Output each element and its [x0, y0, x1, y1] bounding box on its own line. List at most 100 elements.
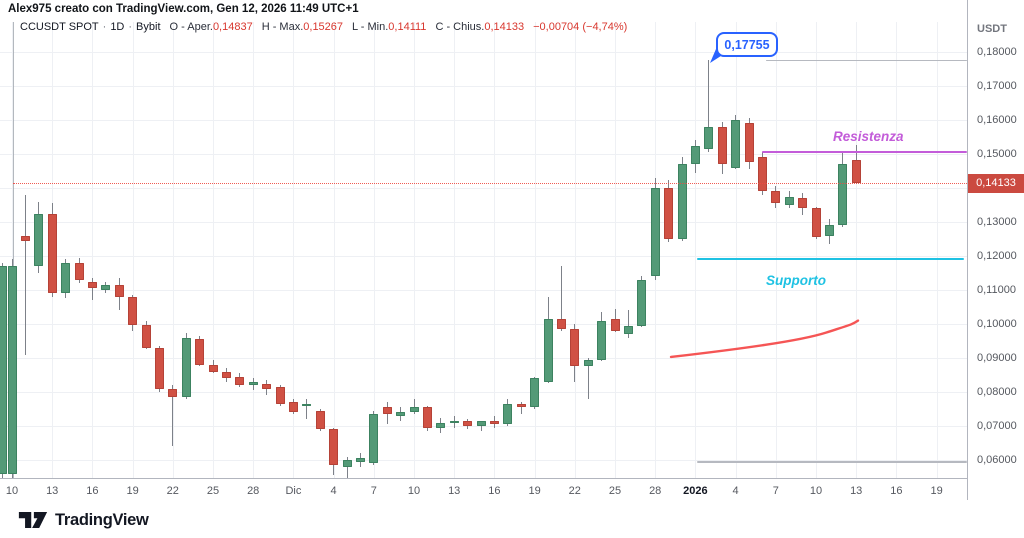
time-axis-tick: 10 — [407, 485, 421, 497]
price-axis-tick: 0,10000 — [977, 318, 1017, 330]
candle-wick — [520, 402, 522, 415]
ohlc-value: 0,14837 — [212, 21, 253, 33]
candle-up — [623, 325, 633, 335]
time-axis-tick: 4 — [732, 485, 739, 497]
candle-down — [221, 371, 231, 379]
vertical-gridline — [213, 22, 214, 478]
time-axis-tick: 25 — [206, 485, 220, 497]
price-callout[interactable]: 0,17755 — [716, 32, 778, 57]
tradingview-logo[interactable]: TradingView — [18, 508, 149, 532]
vertical-gridline — [132, 22, 134, 478]
horizontal-gridline — [0, 324, 967, 325]
candle-up — [342, 460, 352, 467]
candle-wick — [480, 420, 482, 432]
time-axis-tick: 7 — [772, 485, 779, 497]
candle-wick — [708, 60, 710, 153]
resistance-label[interactable]: Resistenza — [833, 129, 904, 145]
candle-wick — [587, 358, 589, 399]
candle-down — [422, 407, 432, 428]
candle-up — [369, 414, 379, 464]
price-axis-currency: USDT — [977, 23, 1007, 35]
time-axis-tick: 19 — [528, 485, 541, 497]
vertical-gridline — [775, 22, 777, 478]
price-axis[interactable]: USDT 0,14133 0,18000 0,17000 0,16000 0,1500… — [967, 0, 1024, 500]
symbol-name[interactable]: CCUSDT SPOT — [20, 21, 99, 33]
candle-down — [154, 347, 164, 389]
time-axis[interactable]: 10 13 16 19 22 25 28 Dic 4 7 10 13 16 19 22 25 28 2026 4 7 1… — [0, 478, 1024, 503]
candle-up — [650, 188, 660, 277]
price-axis-tick: 0,07000 — [977, 420, 1017, 432]
vertical-gridline — [494, 22, 496, 478]
separator-dot: · — [102, 21, 107, 33]
vertical-gridline — [454, 22, 456, 478]
vertical-gridline — [856, 22, 858, 478]
candle-down — [757, 157, 767, 192]
time-axis-tick: 2026 — [683, 485, 708, 497]
candle-up — [34, 213, 44, 267]
time-axis-tick: 28 — [247, 485, 260, 497]
candle-down — [329, 429, 339, 466]
price-axis-tick: 0,06000 — [977, 454, 1017, 466]
time-axis-tick: 10 — [809, 485, 823, 497]
gray-level-line-bottom[interactable] — [697, 461, 967, 464]
time-axis-tick: 13 — [46, 485, 59, 497]
ohlc-label: L - Min. — [352, 21, 389, 33]
candle-down — [717, 126, 727, 165]
change-value: −0,00704 (−4,74%) — [533, 21, 628, 33]
candle-up — [731, 120, 741, 168]
gray-level-line-top[interactable] — [766, 59, 967, 61]
vertical-gridline — [253, 22, 255, 478]
candle-down — [128, 296, 138, 326]
time-axis-tick: 16 — [86, 485, 99, 497]
resistance-line[interactable] — [762, 151, 967, 154]
horizontal-gridline — [0, 460, 967, 461]
time-axis-tick: 22 — [166, 485, 179, 497]
candle-down — [516, 403, 526, 408]
candle-down — [744, 123, 754, 163]
candle-down — [114, 284, 124, 297]
candle-wick — [560, 266, 562, 331]
support-line[interactable] — [697, 258, 964, 261]
candle-up — [784, 196, 794, 205]
candle-up — [824, 225, 834, 236]
horizontal-gridline — [0, 86, 967, 87]
candle-down — [798, 198, 808, 209]
vertical-gridline — [534, 22, 536, 478]
support-label[interactable]: Supporto — [766, 273, 826, 289]
candle-up — [704, 126, 714, 149]
candle-down — [74, 262, 84, 280]
price-axis-tick: 0,08000 — [977, 386, 1017, 398]
ohlc-value: 0,14111 — [388, 21, 427, 33]
time-axis-tick: Dic — [285, 485, 302, 497]
ohlc-values: O - Aper.0,14837 H - Max.0,15267 L - Min.0… — [161, 21, 525, 33]
candle-down — [851, 159, 861, 184]
candle-down — [235, 376, 245, 386]
time-axis-tick: 13 — [850, 485, 863, 497]
candle-up — [503, 403, 513, 425]
interval-label[interactable]: 1D — [110, 21, 125, 33]
vertical-gridline — [172, 22, 174, 478]
tradingview-logo-icon — [18, 512, 48, 528]
candle-down — [664, 188, 674, 239]
time-axis-tick: 22 — [568, 485, 581, 497]
candle-up — [436, 422, 446, 428]
candle-up — [61, 262, 71, 294]
horizontal-gridline — [0, 392, 967, 393]
candle-up — [583, 359, 593, 367]
candle-down — [315, 410, 325, 430]
candle-up — [409, 407, 419, 413]
time-axis-tick: 10 — [5, 485, 19, 497]
candle-up — [543, 318, 553, 382]
watermark-text: Alex975 creato con TradingView.com, Gen … — [8, 3, 359, 15]
candle-down — [610, 318, 620, 331]
symbol-legend-row: CCUSDT SPOT · 1D · Bybit O - Aper.0,14837 H - … — [20, 21, 627, 33]
vertical-gridline — [695, 22, 697, 478]
chart-plot-area[interactable] — [0, 0, 967, 478]
horizontal-gridline — [0, 256, 967, 257]
exchange-label: Bybit — [136, 21, 161, 33]
candle-down — [382, 407, 392, 415]
ohlc-label: O - Aper. — [169, 21, 213, 33]
candle-up — [597, 320, 607, 360]
candle-down — [208, 364, 218, 372]
candle-wick — [413, 398, 415, 415]
